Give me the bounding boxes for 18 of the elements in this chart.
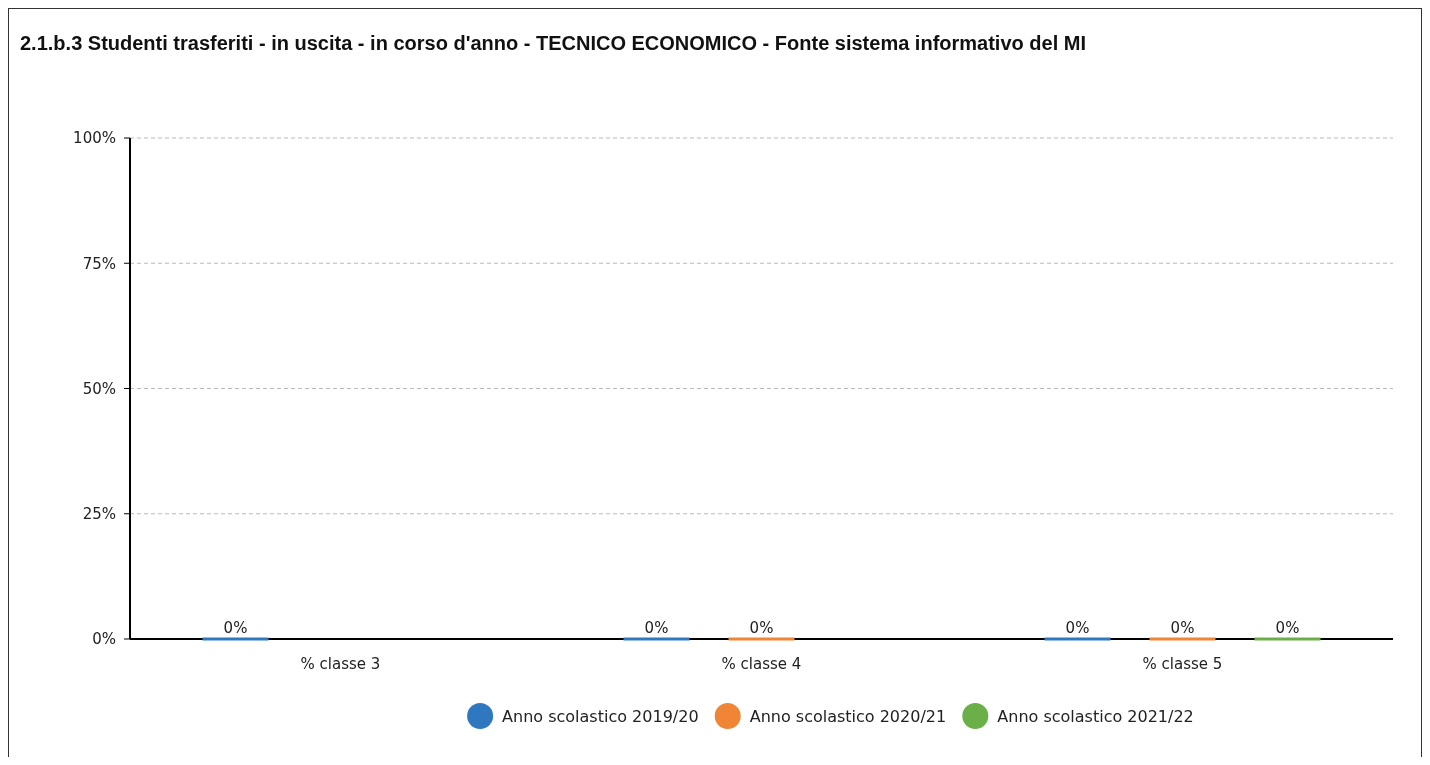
data-label: 0% <box>1170 619 1195 637</box>
data-label: 0% <box>223 619 248 637</box>
y-tick-label: 0% <box>92 630 116 649</box>
y-tick-label: 25% <box>82 505 116 523</box>
legend-label: Anno scolastico 2021/22 <box>997 706 1194 726</box>
x-tick-label: % classe 3 <box>300 655 381 673</box>
x-tick-label: % classe 5 <box>1142 655 1223 673</box>
y-tick-label: 100% <box>73 129 116 148</box>
data-label: 0% <box>749 619 774 637</box>
legend-label: Anno scolastico 2020/21 <box>749 706 947 726</box>
data-label: 0% <box>1065 619 1090 637</box>
chart-title: 2.1.b.3 Studenti trasferiti - in uscita - in corso d'anno - TECNICO ECONOMICO - Fonte sistema informativo del MI <box>20 32 1086 54</box>
legend-label: Anno scolastico 2019/20 <box>502 706 699 726</box>
data-label: 0% <box>1275 619 1300 637</box>
y-tick-label: 50% <box>82 379 116 398</box>
x-tick-label: % classe 4 <box>721 655 802 673</box>
y-tick-label: 75% <box>82 254 116 273</box>
data-label: 0% <box>644 619 669 637</box>
